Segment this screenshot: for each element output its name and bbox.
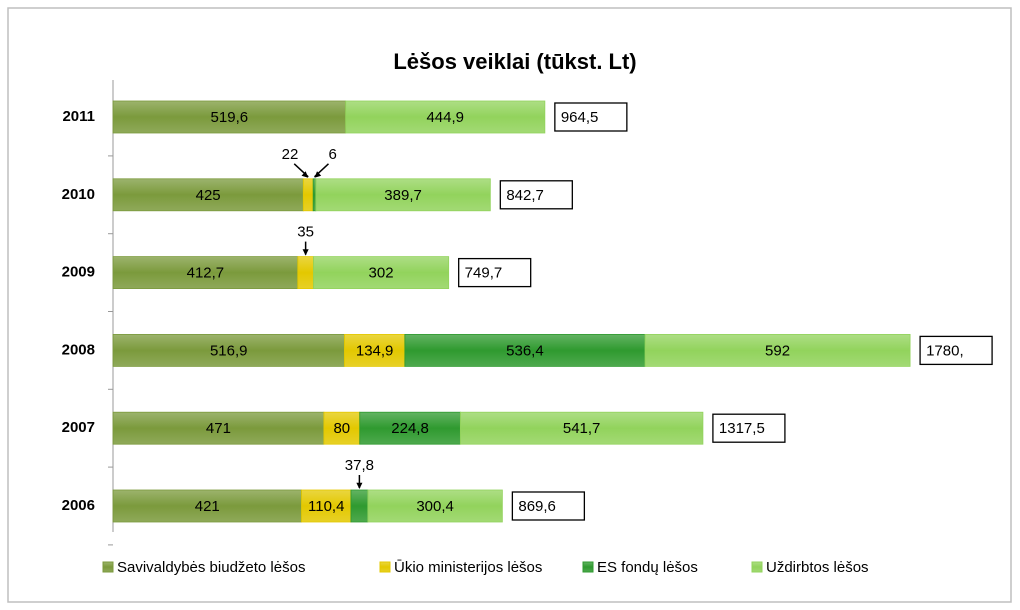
data-label: 592 <box>765 342 790 359</box>
total-box <box>458 257 532 288</box>
legend-label: Uždirbtos lėšos <box>766 559 869 576</box>
data-label: 516,9 <box>210 342 248 359</box>
legend-marker <box>102 561 114 573</box>
data-label: 541,7 <box>563 420 601 437</box>
data-label: 134,9 <box>356 342 394 359</box>
total-label: 964,5 <box>561 109 599 126</box>
data-label: 444,9 <box>426 109 464 126</box>
total-label: 869,6 <box>518 498 556 515</box>
bar-segment <box>313 256 450 290</box>
data-label: 421 <box>195 498 220 515</box>
total-box <box>554 102 628 132</box>
data-label: 110,4 <box>308 498 344 515</box>
bar-segment <box>459 411 704 445</box>
data-label: 300,4 <box>416 498 454 515</box>
bar-segment <box>112 256 299 290</box>
bar-segment <box>301 489 352 523</box>
data-label: 22 <box>282 146 299 163</box>
bar-segment <box>644 333 911 367</box>
chart-title: Lėšos veiklai (tūkst. Lt) <box>393 49 636 74</box>
data-label: 536,4 <box>506 342 544 359</box>
total-box <box>511 491 586 521</box>
total-box <box>712 413 786 443</box>
bar-segment <box>312 178 317 212</box>
bar-segment <box>112 411 325 445</box>
arrow-head <box>302 249 309 256</box>
total-box <box>919 335 993 366</box>
data-label: 224,8 <box>391 420 429 437</box>
bar-segment <box>323 411 361 445</box>
data-label: 302 <box>369 265 394 282</box>
bar-segment <box>344 333 406 367</box>
data-label: 425 <box>196 187 221 204</box>
bar-segment <box>404 333 646 367</box>
y-tick-label: 2008 <box>62 341 95 358</box>
data-label: 35 <box>297 224 314 241</box>
bar-segment <box>112 178 304 212</box>
y-tick-label: 2009 <box>62 264 95 281</box>
legend-label: ES fondų lėšos <box>597 559 698 576</box>
total-label: 749,7 <box>465 265 503 282</box>
arrow-head <box>301 171 309 178</box>
legend-marker <box>751 561 763 573</box>
data-label: 80 <box>333 420 350 437</box>
y-tick-label: 2011 <box>62 108 95 125</box>
data-label: 412,7 <box>187 265 225 282</box>
data-label: 6 <box>329 146 337 163</box>
total-label: 842,7 <box>506 187 544 204</box>
bar-segment <box>297 256 314 290</box>
bar-segment <box>367 489 503 523</box>
bar-segment <box>112 333 345 367</box>
total-label: 1317,5 <box>719 420 765 437</box>
legend-label: Savivaldybės biudžeto lėšos <box>117 559 305 576</box>
legend-marker <box>379 561 391 573</box>
total-box <box>499 180 573 210</box>
y-tick-label: 2010 <box>62 186 95 203</box>
bar-segment <box>315 178 491 212</box>
y-tick-label: 2007 <box>62 419 95 436</box>
bar-segment <box>359 411 461 445</box>
data-label: 471 <box>206 420 231 437</box>
bar-segment <box>350 489 369 523</box>
y-tick-label: 2006 <box>62 497 95 514</box>
bar-segment <box>112 100 347 134</box>
data-label: 389,7 <box>384 187 422 204</box>
total-label: 1780, <box>926 342 964 359</box>
bar-segment <box>345 100 546 134</box>
data-label: 37,8 <box>345 457 374 474</box>
bar-segment <box>302 178 314 212</box>
arrow-head <box>356 482 363 489</box>
legend-marker <box>582 561 594 573</box>
legend-label: Ūkio ministerijos lėšos <box>394 559 542 576</box>
data-label: 519,6 <box>211 109 249 126</box>
arrow-head <box>314 171 322 178</box>
